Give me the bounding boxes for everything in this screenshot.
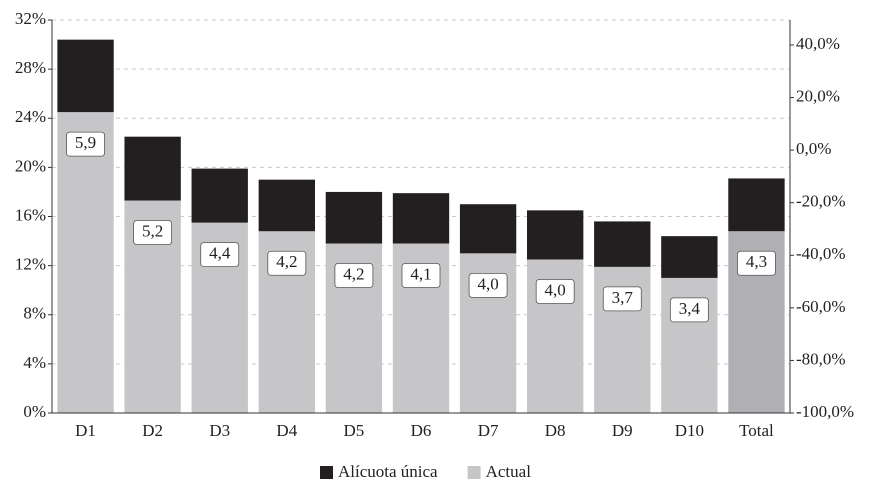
y-tick-label: 8%	[23, 304, 46, 323]
x-tick-label: D9	[612, 421, 633, 440]
y-tick-label: 28%	[15, 58, 46, 77]
x-tick-label: D8	[545, 421, 566, 440]
bar-segment	[57, 39, 114, 113]
y2-tick-label: -80,0%	[796, 349, 846, 368]
data-label-box	[267, 250, 307, 276]
bar-segment	[594, 221, 651, 267]
y-tick-label: 4%	[23, 353, 46, 372]
x-tick-label: D7	[478, 421, 499, 440]
data-label-box	[66, 131, 105, 157]
data-label: 5,2	[142, 221, 163, 240]
bar-segment	[124, 136, 181, 201]
x-tick-label: D10	[675, 421, 704, 440]
data-label-box	[200, 242, 240, 268]
data-label-box	[669, 297, 709, 323]
y2-tick-label: -100,0%	[796, 402, 854, 421]
bar-segment	[57, 112, 114, 413]
x-tick-label: Total	[739, 421, 774, 440]
bar-segment	[191, 168, 248, 223]
y-tick-label: 0%	[23, 402, 46, 421]
y-tick-label: 16%	[15, 205, 46, 224]
bar-segment	[661, 236, 718, 278]
y-tick-label: 20%	[15, 156, 46, 175]
data-label: 4,1	[410, 264, 431, 283]
x-tick-label: D6	[411, 421, 432, 440]
y-tick-label: 12%	[15, 255, 46, 274]
data-label: 4,0	[545, 280, 566, 299]
x-tick-label: D5	[344, 421, 365, 440]
x-tick-label: D2	[142, 421, 163, 440]
data-label-box	[535, 279, 575, 304]
data-label: 3,7	[612, 288, 634, 307]
legend-label: Actual	[486, 462, 532, 481]
bar-segment	[728, 178, 785, 232]
y2-tick-label: 0,0%	[796, 139, 831, 158]
y-tick-label: 32%	[15, 9, 46, 28]
y2-tick-label: -60,0%	[796, 297, 846, 316]
data-label: 4,0	[477, 274, 498, 293]
data-label: 4,2	[343, 264, 364, 283]
bar-segment	[527, 210, 584, 260]
x-tick-label: D1	[75, 421, 96, 440]
data-label: 4,3	[746, 252, 767, 271]
legend-swatch	[320, 466, 333, 479]
data-label-box	[133, 220, 173, 245]
y2-tick-label: -40,0%	[796, 244, 846, 263]
data-label-box	[468, 272, 508, 298]
data-label: 3,4	[679, 299, 701, 318]
legend-swatch	[467, 466, 481, 479]
x-tick-label: D4	[276, 421, 297, 440]
data-label-box	[602, 286, 642, 312]
bar-segment	[258, 179, 315, 232]
y2-tick-label: 20,0%	[796, 86, 840, 105]
bar-segment	[459, 204, 517, 254]
data-label-box	[737, 250, 776, 276]
data-label: 5,9	[75, 133, 96, 152]
data-label: 4,4	[209, 244, 231, 263]
y-tick-label: 24%	[15, 107, 46, 126]
data-label-box	[401, 263, 441, 288]
bar-segment	[325, 191, 383, 244]
y2-tick-label: 40,0%	[796, 34, 840, 53]
data-label-box	[334, 263, 374, 288]
y2-tick-label: -20,0%	[796, 192, 846, 211]
bar-segment	[392, 193, 450, 244]
data-label: 4,2	[276, 252, 297, 271]
legend-label: Alícuota única	[338, 462, 438, 481]
x-tick-label: D3	[209, 421, 230, 440]
